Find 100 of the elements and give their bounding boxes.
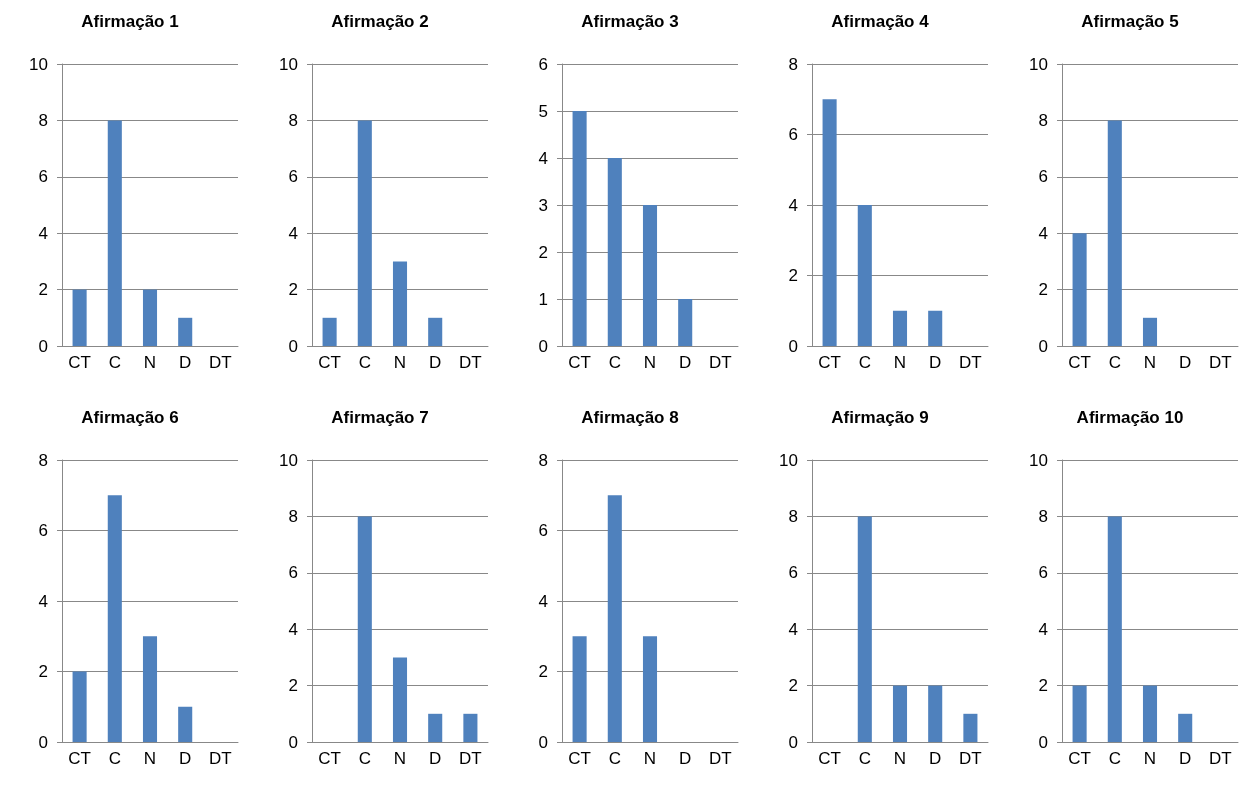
y-tick-label: 2 (788, 266, 798, 285)
x-tick-label: DT (709, 353, 732, 372)
y-tick-label: 6 (788, 563, 798, 583)
x-tick-label: C (108, 749, 121, 768)
x-tick-label: D (429, 749, 442, 768)
y-tick-label: 4 (38, 223, 48, 243)
y-tick-label: 6 (288, 167, 298, 187)
x-tick-label: CT (68, 749, 91, 768)
y-tick-label: 8 (288, 506, 298, 526)
y-tick-label: 6 (1038, 167, 1048, 187)
y-tick-label: 4 (288, 619, 298, 639)
x-tick-label: DT (709, 749, 732, 768)
y-tick-label: 10 (29, 54, 48, 74)
x-tick-label: CT (1068, 749, 1091, 768)
x-tick-label: DT (459, 353, 482, 372)
x-tick-label: C (1108, 353, 1121, 372)
x-tick-label: D (929, 353, 942, 372)
x-tick-label: DT (209, 353, 232, 372)
x-tick-label: N (893, 749, 907, 768)
x-tick-label: N (143, 353, 157, 372)
x-tick-label: C (608, 749, 621, 768)
x-tick-label: CT (568, 749, 591, 768)
y-tick-label: 8 (38, 110, 48, 130)
y-tick-label: 4 (538, 591, 548, 611)
x-tick-label: D (1179, 353, 1192, 372)
x-tick-label: DT (459, 749, 482, 768)
bar (107, 120, 122, 346)
x-tick-label: DT (1209, 353, 1232, 372)
x-tick-label: C (858, 353, 871, 372)
x-tick-label: C (858, 749, 871, 768)
y-tick-label: 8 (288, 110, 298, 130)
chart-title: Afirmação 5 (1081, 12, 1179, 31)
y-tick-label: 2 (1038, 280, 1048, 300)
bar (572, 111, 587, 346)
x-tick-label: C (358, 749, 371, 768)
y-tick-label: 8 (788, 54, 798, 74)
bar (857, 205, 872, 346)
x-tick-label: D (179, 353, 192, 372)
bar (1107, 120, 1122, 346)
x-tick-label: N (393, 353, 407, 372)
bar (857, 516, 872, 742)
bar (107, 495, 122, 742)
y-tick-label: 4 (38, 591, 48, 611)
x-tick-label: D (429, 353, 442, 372)
x-tick-label: D (679, 353, 692, 372)
chart-title: Afirmação 2 (331, 12, 429, 31)
x-tick-label: CT (68, 353, 91, 372)
x-tick-label: C (108, 353, 121, 372)
y-tick-label: 2 (288, 280, 298, 300)
bar (928, 310, 943, 346)
bar (357, 516, 372, 742)
x-tick-label: CT (568, 353, 591, 372)
chart-title: Afirmação 6 (81, 408, 179, 427)
x-tick-label: D (179, 749, 192, 768)
y-tick-label: 8 (38, 450, 48, 470)
x-tick-label: N (643, 749, 657, 768)
bar (928, 685, 943, 742)
y-tick-label: 6 (1038, 563, 1048, 583)
y-tick-label: 0 (538, 732, 548, 752)
y-tick-label: 6 (288, 563, 298, 583)
x-tick-label: N (643, 353, 657, 372)
y-tick-label: 2 (538, 662, 548, 681)
y-tick-label: 6 (788, 125, 798, 144)
x-tick-label: N (1143, 353, 1157, 372)
chart-title: Afirmação 10 (1076, 408, 1184, 427)
bar (178, 317, 193, 346)
x-tick-label: D (1179, 749, 1192, 768)
y-tick-label: 0 (1038, 336, 1048, 356)
x-tick-label: D (679, 749, 692, 768)
y-tick-label: 1 (538, 289, 548, 309)
y-tick-label: 2 (38, 662, 48, 681)
x-tick-label: D (929, 749, 942, 768)
chart-title: Afirmação 3 (581, 12, 679, 31)
bar (822, 99, 837, 346)
y-tick-label: 6 (38, 167, 48, 187)
y-tick-label: 10 (279, 450, 298, 470)
bar (428, 713, 443, 742)
x-tick-label: DT (959, 749, 982, 768)
y-tick-label: 10 (1029, 450, 1048, 470)
bar (1178, 713, 1193, 742)
y-tick-label: 0 (38, 336, 48, 356)
y-tick-label: 0 (1038, 732, 1048, 752)
x-tick-label: CT (318, 353, 341, 372)
y-tick-label: 0 (38, 732, 48, 752)
y-tick-label: 0 (788, 732, 798, 752)
x-tick-label: N (143, 749, 157, 768)
bar (392, 261, 408, 346)
chart-title: Afirmação 8 (581, 408, 679, 427)
bar (642, 205, 658, 346)
y-tick-label: 2 (38, 280, 48, 300)
bar (678, 299, 693, 346)
x-tick-label: CT (1068, 353, 1091, 372)
bar (72, 671, 87, 742)
y-tick-label: 6 (538, 54, 548, 74)
x-tick-label: DT (959, 353, 982, 372)
bar (322, 317, 337, 346)
bar (963, 713, 978, 742)
bar (357, 120, 372, 346)
y-tick-label: 4 (788, 619, 798, 639)
y-tick-label: 8 (1038, 506, 1048, 526)
